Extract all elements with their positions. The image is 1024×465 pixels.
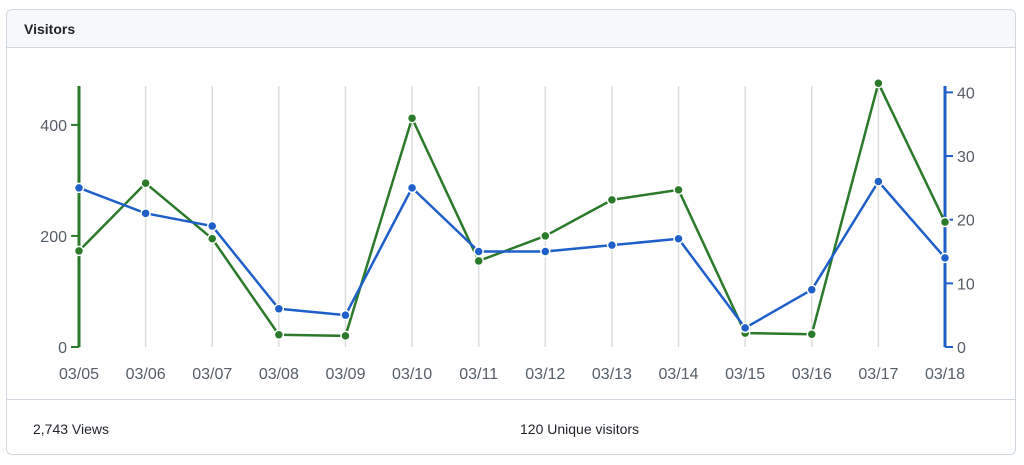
series-left-point — [540, 230, 551, 242]
right-axis-tick-label: 40 — [957, 85, 975, 102]
series-right-point — [140, 208, 151, 219]
x-axis-tick-label: 03/07 — [192, 366, 232, 383]
x-axis-tick-label: 03/05 — [59, 366, 99, 383]
series-right-point — [273, 303, 285, 315]
card-title: Visitors — [24, 20, 76, 37]
x-axis-tick-label: 03/14 — [659, 366, 699, 383]
series-right-point — [606, 239, 618, 251]
left-axis-tick-label: 400 — [40, 118, 67, 135]
chart-grid — [144, 86, 880, 347]
unique-visitors-count: 120 Unique visitors — [520, 421, 640, 437]
series-left-point — [73, 245, 85, 257]
chart-axes — [71, 86, 953, 348]
series-left-point — [606, 194, 618, 206]
card-footer: 2,743 Views 120 Unique visitors — [7, 399, 1015, 454]
visitors-chart: 0 200 400 0 10 20 30 40 03/05 03/06 03/07 03/08 03/0… — [7, 48, 1015, 400]
series-right-point — [939, 252, 951, 264]
x-axis-tick-label: 03/16 — [792, 366, 832, 383]
x-axis-tick-label: 03/13 — [592, 366, 632, 383]
series-left-point — [806, 328, 818, 340]
right-axis-tick-label: 30 — [957, 149, 975, 166]
series-left-point — [939, 216, 951, 228]
series-right-point — [406, 182, 418, 194]
chart-tick-labels: 0 200 400 0 10 20 30 40 03/05 03/06 03/07 03/08 03/0… — [40, 85, 975, 383]
x-axis-tick-label: 03/11 — [459, 366, 498, 383]
series-left-point — [273, 329, 285, 341]
views-count: 2,743 Views — [33, 421, 110, 437]
x-axis-tick-label: 03/08 — [259, 366, 299, 383]
chart-series — [73, 77, 951, 342]
series-left-point — [340, 330, 351, 342]
series-right-point — [340, 309, 351, 321]
series-right-point — [473, 246, 484, 257]
series-right-point — [673, 233, 684, 245]
series-left-line — [78, 81, 947, 338]
series-right-point — [206, 220, 218, 232]
series-left-point — [140, 177, 151, 189]
x-axis-tick-label: 03/18 — [925, 366, 965, 383]
left-axis-tick-label: 200 — [40, 229, 67, 246]
series-right-point — [540, 246, 551, 257]
x-axis-tick-label: 03/10 — [392, 366, 432, 383]
series-left-point — [673, 184, 684, 196]
x-axis-tick-label: 03/09 — [325, 366, 365, 383]
card-header: Visitors — [7, 10, 1015, 48]
visitors-chart-svg: 0 200 400 0 10 20 30 40 03/05 03/06 03/07 03/08 03/0… — [40, 77, 975, 383]
series-right-point — [806, 284, 818, 295]
series-left-point — [473, 255, 484, 267]
series-right-point — [873, 176, 884, 187]
x-axis-tick-label: 03/12 — [525, 366, 565, 383]
series-right-line — [78, 180, 946, 330]
x-axis-tick-label: 03/06 — [126, 366, 166, 383]
right-axis-tick-label: 10 — [957, 276, 975, 293]
series-left-point — [406, 112, 418, 124]
right-axis-tick-label: 0 — [957, 340, 966, 357]
x-axis-tick-label: 03/15 — [725, 366, 765, 383]
right-axis-tick-label: 20 — [957, 213, 975, 230]
visitors-card: Visitors 0 200 400 0 10 20 30 40 03/05 03/06 03/07… — [6, 9, 1016, 455]
series-left-point — [873, 77, 884, 89]
series-right-point — [739, 322, 751, 334]
series-left-point — [206, 233, 218, 244]
x-axis-tick-label: 03/17 — [858, 366, 898, 383]
series-right-point — [73, 182, 85, 194]
left-axis-tick-label: 0 — [58, 340, 67, 357]
